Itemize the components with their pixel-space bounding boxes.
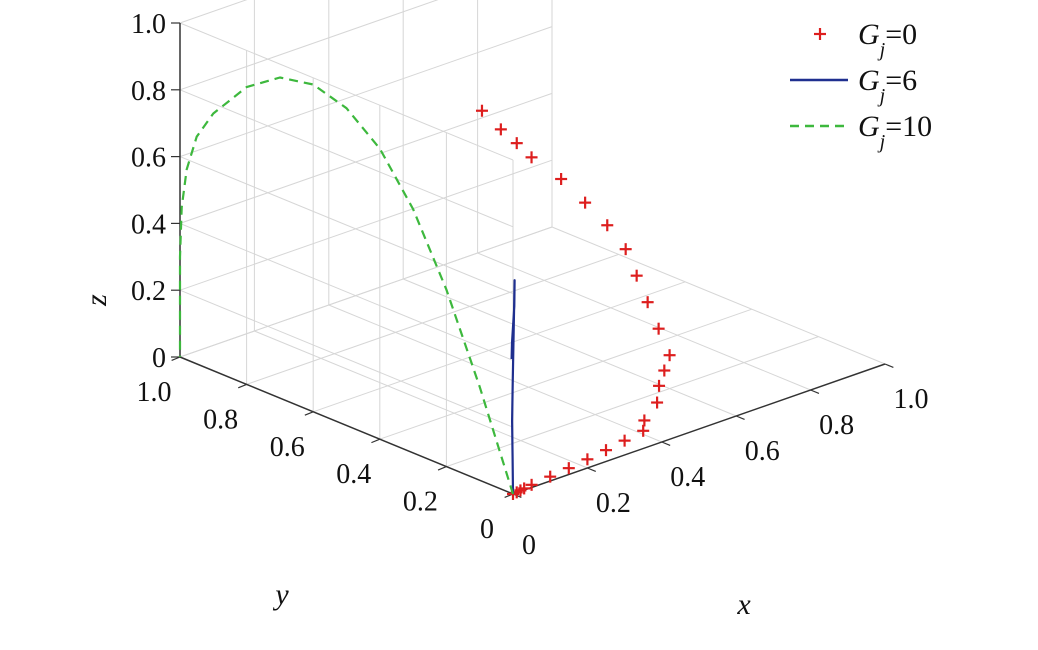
x-axis-line <box>512 363 886 495</box>
right-wall-grid-line <box>179 26 553 158</box>
y-tick-mark <box>238 383 247 389</box>
y-tick-label: 0.8 <box>203 404 238 435</box>
legend-item: Gj=10 <box>790 110 932 153</box>
z-tick-label: 1.0 <box>131 9 166 40</box>
floor-grid-line <box>379 308 752 440</box>
x-tick-label: 0.4 <box>670 462 705 493</box>
data-point-marker <box>637 424 650 437</box>
legend-label: Gj=10 <box>858 110 932 153</box>
data-point-marker <box>525 478 538 491</box>
data-point-marker <box>600 444 612 457</box>
series-2 <box>510 279 516 495</box>
grid <box>179 0 886 495</box>
data-point-marker <box>544 470 557 483</box>
y-tick-label: 0.4 <box>336 459 371 490</box>
x-tick-mark <box>587 467 596 472</box>
data-point-marker <box>518 482 531 495</box>
right-wall-grid-line <box>179 226 553 358</box>
series-line <box>178 76 515 495</box>
x-tick-label: 0.6 <box>745 436 780 467</box>
x-tick-mark <box>661 441 671 446</box>
floor-grid-line <box>313 281 686 413</box>
x-tick-label: 0 <box>522 530 536 561</box>
right-wall-grid-line <box>179 0 439 91</box>
z-axis-label: z <box>80 294 113 307</box>
legend-item: Gj=6 <box>790 64 917 107</box>
legend-marker-plus <box>814 28 826 40</box>
data-point-marker <box>651 396 664 409</box>
y-tick-mark <box>371 438 381 444</box>
data-point-marker <box>475 104 488 117</box>
y-tick-label: 0.2 <box>403 487 438 518</box>
z-tick-label: 0.6 <box>131 143 166 174</box>
data-point-marker <box>562 462 575 475</box>
series-line <box>510 279 516 495</box>
floor-grid-line <box>246 253 619 385</box>
z-tick-label: 0.2 <box>131 276 166 307</box>
data-point-marker <box>619 243 632 256</box>
x-tick-mark <box>735 415 745 420</box>
floor-grid-line <box>551 226 886 365</box>
data-point-marker <box>579 196 592 209</box>
z-tick-label: 0 <box>152 343 166 374</box>
data-point-marker <box>653 379 666 392</box>
y-axis-label: y <box>272 578 289 611</box>
floor-grid-line <box>328 304 662 443</box>
x-tick-mark <box>810 389 820 394</box>
y-tick-mark <box>304 411 314 416</box>
right-wall-grid-line <box>179 92 553 224</box>
floor-grid-line <box>477 252 811 391</box>
legend-label: Gj=0 <box>858 18 917 61</box>
series-3 <box>178 76 515 495</box>
z-tick-label: 0.8 <box>131 76 166 107</box>
data-point-marker <box>658 364 671 377</box>
left-wall-grid-line <box>179 289 514 428</box>
data-point-marker <box>525 151 538 164</box>
x-tick-label: 0.2 <box>596 488 631 519</box>
y-tick-label: 1.0 <box>137 377 172 408</box>
floor-grid-line <box>446 336 819 468</box>
series-1 <box>475 104 676 500</box>
left-wall-grid-line <box>179 156 514 295</box>
data-point-marker <box>510 137 523 150</box>
right-wall-grid-line <box>179 0 248 24</box>
legend-item: Gj=0 <box>814 18 917 61</box>
y-tick-mark <box>437 466 447 471</box>
y-tick-label: 0 <box>480 514 494 545</box>
z-tick-label: 0.4 <box>131 209 166 240</box>
data-point-marker <box>555 173 568 186</box>
y-tick-label: 0.6 <box>270 432 305 463</box>
data-point-marker <box>581 453 594 466</box>
y-axis-line <box>179 356 514 495</box>
left-wall-grid-line <box>179 222 514 361</box>
x-tick-mark <box>884 363 894 368</box>
plot-area <box>178 76 676 500</box>
left-wall-grid-line <box>179 22 514 161</box>
x-tick-label: 0.8 <box>819 410 854 441</box>
floor-grid-line <box>403 278 737 417</box>
floor-grid-line <box>254 330 588 469</box>
data-point-marker <box>641 296 654 309</box>
left-wall-grid-line <box>179 89 514 228</box>
legend-label: Gj=6 <box>858 64 917 107</box>
right-wall-grid-line <box>179 159 553 291</box>
x-axis-label: x <box>736 588 751 621</box>
legend: Gj=0Gj=6Gj=10 <box>790 18 932 153</box>
data-point-marker <box>601 219 614 232</box>
tick-labels: 00.20.40.60.81.000.20.40.60.81.000.20.40… <box>131 9 929 561</box>
data-point-marker <box>652 322 665 335</box>
data-point-marker <box>494 123 507 136</box>
data-point-marker <box>638 414 651 427</box>
data-point-marker <box>663 349 676 362</box>
x-tick-label: 1.0 <box>894 384 929 415</box>
data-point-marker <box>630 269 643 282</box>
data-point-marker <box>618 434 631 447</box>
axes-box <box>171 22 894 498</box>
